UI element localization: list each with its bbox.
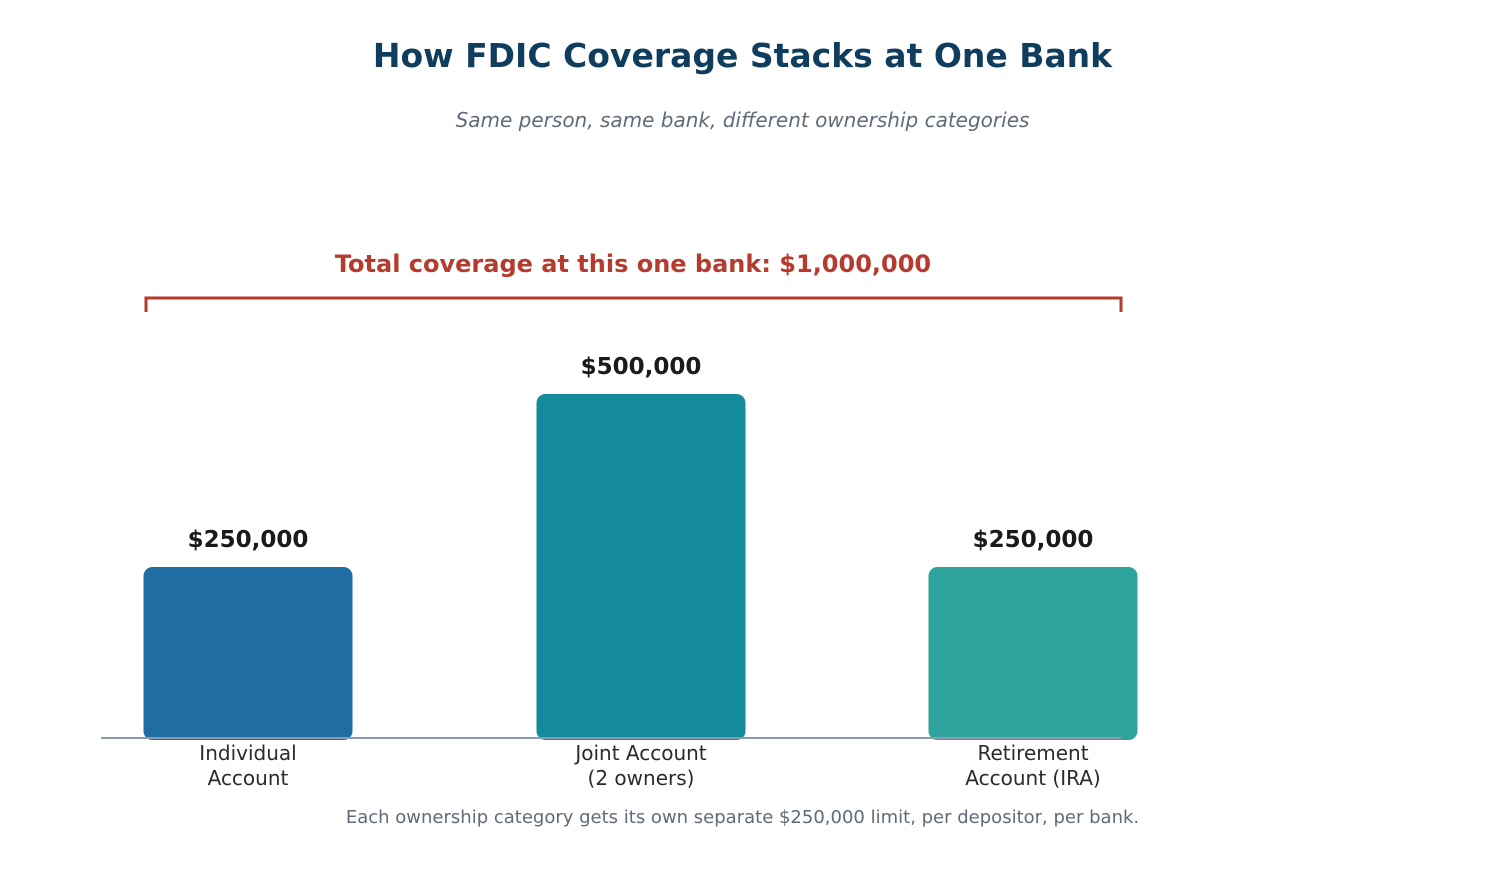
bar-1: [536, 394, 746, 740]
bar-value-label-1: $500,000: [581, 354, 702, 380]
chart-footnote: Each ownership category gets its own sep…: [345, 807, 1140, 828]
x-tick-label-0-line-1: Account: [208, 766, 289, 790]
x-tick-label-2-line-1: Account (IRA): [965, 766, 1100, 790]
total-coverage-annotation: Total coverage at this one bank: $1,000,…: [335, 250, 931, 278]
chart-subtitle: Same person, same bank, different owners…: [455, 108, 1030, 132]
bar-value-label-2: $250,000: [973, 527, 1094, 553]
x-tick-label-0-line-0: Individual: [199, 741, 296, 765]
bar-2: [928, 567, 1138, 740]
x-tick-label-1-line-1: (2 owners): [588, 766, 695, 790]
x-tick-label-2-line-0: Retirement: [977, 741, 1088, 765]
bar-value-label-0: $250,000: [188, 527, 309, 553]
chart-title: How FDIC Coverage Stacks at One Bank: [372, 36, 1113, 75]
bar-0: [143, 567, 353, 740]
x-tick-label-1-line-0: Joint Account: [573, 741, 706, 765]
total-coverage-bracket: [144, 296, 1123, 312]
